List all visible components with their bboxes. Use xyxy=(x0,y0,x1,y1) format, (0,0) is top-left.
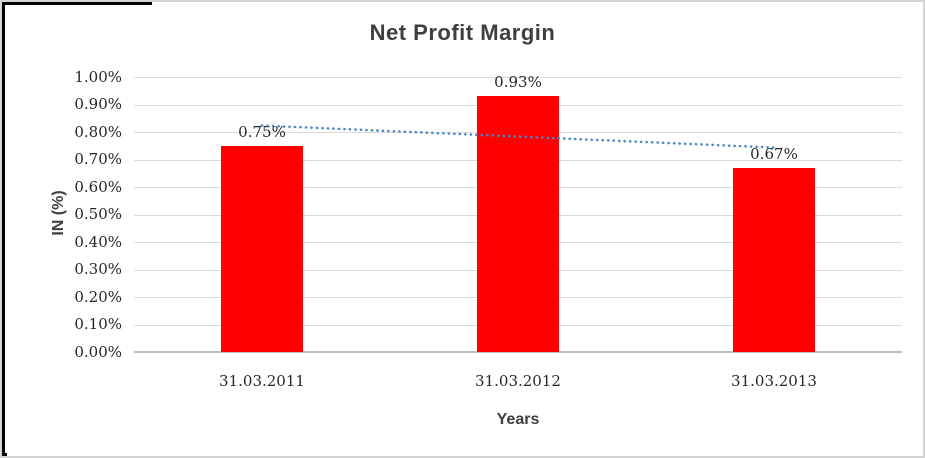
bar-31.03.2013[interactable] xyxy=(733,167,815,352)
y-tick-label: 1.00% xyxy=(74,67,122,86)
x-axis-line xyxy=(134,351,902,353)
x-tick-label: 31.03.2012 xyxy=(475,372,561,390)
x-tick-label: 31.03.2011 xyxy=(219,372,305,390)
y-tick-label: 0.60% xyxy=(74,177,122,196)
y-tick-label: 0.50% xyxy=(74,205,122,223)
y-tick-label: 0.30% xyxy=(74,260,122,278)
gridline xyxy=(134,77,902,78)
data-label: 0.93% xyxy=(494,73,542,92)
frame-border-top-left xyxy=(2,2,152,5)
data-label: 0.67% xyxy=(750,144,798,163)
y-tick-label: 0.90% xyxy=(74,95,122,113)
x-tick-label: 31.03.2013 xyxy=(731,372,817,390)
x-axis-tick-labels: 31.03.2011 31.03.2012 31.03.2013 xyxy=(134,372,902,394)
y-tick-label: 0.00% xyxy=(74,342,122,361)
y-tick-label: 0.20% xyxy=(74,287,122,306)
frame-border-bottom-left xyxy=(2,453,7,456)
plot-area: 0.75% 0.93% 0.67% xyxy=(134,73,902,353)
frame-border-left xyxy=(2,2,5,456)
y-tick-label: 0.40% xyxy=(74,232,122,251)
y-tick-label: 0.70% xyxy=(74,150,122,168)
bar-31.03.2012[interactable] xyxy=(477,96,559,352)
y-tick-label: 0.80% xyxy=(74,122,122,141)
chart-title: Net Profit Margin xyxy=(369,20,556,45)
y-tick-label: 0.10% xyxy=(74,315,122,333)
y-axis-tick-labels: 0.00% 0.10% 0.20% 0.30% 0.40% 0.50% 0.60% 0.70%… xyxy=(2,68,132,361)
trendline xyxy=(260,124,776,149)
data-label: 0.75% xyxy=(238,122,286,141)
x-axis-title: Years xyxy=(496,411,540,428)
bar-31.03.2011[interactable] xyxy=(221,145,303,352)
